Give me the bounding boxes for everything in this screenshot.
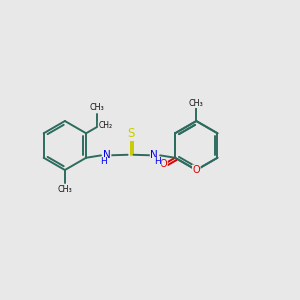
Text: H: H (154, 158, 161, 166)
Text: S: S (127, 128, 134, 140)
Text: H: H (100, 158, 107, 166)
Text: O: O (193, 165, 200, 175)
Text: N: N (150, 150, 158, 161)
Text: CH₂: CH₂ (98, 121, 112, 130)
Text: N: N (103, 150, 111, 161)
Text: O: O (160, 160, 167, 170)
Text: CH₃: CH₃ (58, 184, 72, 194)
Text: CH₃: CH₃ (189, 99, 204, 108)
Text: CH₃: CH₃ (90, 103, 104, 112)
